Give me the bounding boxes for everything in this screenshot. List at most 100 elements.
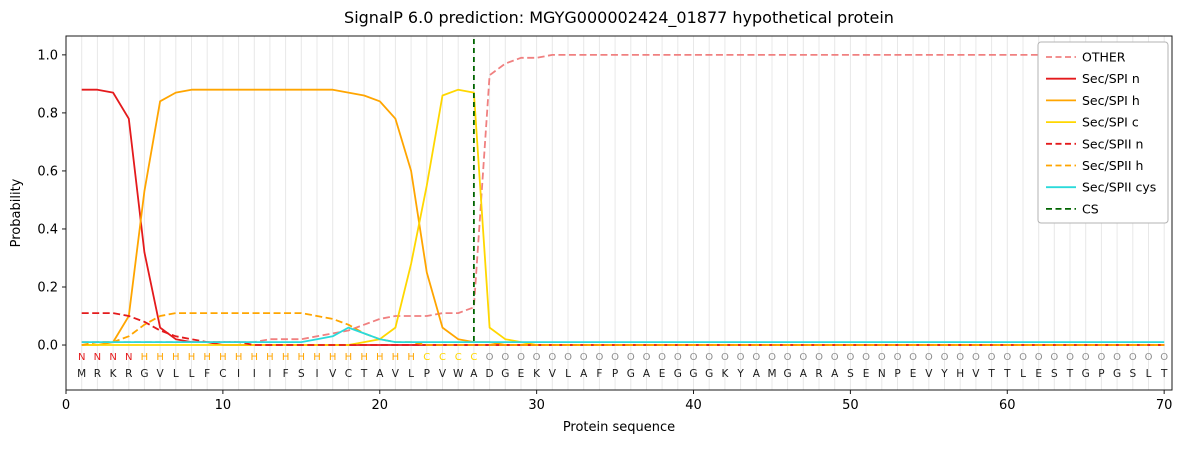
svg-text:A: A xyxy=(831,368,839,380)
svg-text:E: E xyxy=(863,368,870,380)
svg-text:A: A xyxy=(753,368,761,380)
svg-text:G: G xyxy=(1113,368,1121,380)
series-line-sec-spii-n xyxy=(81,312,1165,346)
svg-text:H: H xyxy=(282,352,290,363)
svg-text:T: T xyxy=(987,368,995,380)
svg-text:O: O xyxy=(1003,352,1011,363)
svg-text:G: G xyxy=(705,368,713,380)
svg-text:A: A xyxy=(800,368,808,380)
svg-text:F: F xyxy=(283,368,289,380)
svg-text:T: T xyxy=(1003,368,1011,380)
svg-text:Y: Y xyxy=(736,368,744,380)
svg-text:A: A xyxy=(580,368,588,380)
svg-text:R: R xyxy=(94,368,101,380)
legend-item-sec-spi-c: Sec/SPI c xyxy=(1046,115,1139,130)
svg-text:O: O xyxy=(956,352,964,363)
svg-text:H: H xyxy=(313,352,321,363)
svg-text:H: H xyxy=(219,352,227,363)
svg-text:O: O xyxy=(580,352,588,363)
legend-item-cs: CS xyxy=(1046,201,1099,216)
svg-text:I: I xyxy=(253,368,256,380)
series-line-sec-spi-h xyxy=(81,88,1165,346)
svg-text:O: O xyxy=(517,352,525,363)
svg-text:A: A xyxy=(376,368,384,380)
svg-text:O: O xyxy=(721,352,729,363)
legend-label: CS xyxy=(1082,201,1099,216)
svg-text:S: S xyxy=(1051,368,1058,380)
svg-text:O: O xyxy=(894,352,902,363)
svg-text:O: O xyxy=(674,352,682,363)
svg-text:C: C xyxy=(345,368,352,380)
svg-text:H: H xyxy=(203,352,211,363)
y-tick-label: 0.4 xyxy=(37,222,58,237)
svg-text:O: O xyxy=(846,352,854,363)
svg-text:I: I xyxy=(237,368,240,380)
svg-text:W: W xyxy=(453,368,464,380)
svg-text:E: E xyxy=(659,368,666,380)
svg-text:S: S xyxy=(1129,368,1136,380)
svg-text:V: V xyxy=(439,368,447,380)
plot-area: 0 10 20 30 40 50 60 700.00.20.40.60.81.0N N N N H H H… xyxy=(37,35,1173,413)
svg-text:H: H xyxy=(298,352,306,363)
y-tick-label: 0.8 xyxy=(37,106,58,121)
legend-label: Sec/SPI h xyxy=(1082,93,1140,108)
svg-text:Y: Y xyxy=(940,368,948,380)
svg-text:N: N xyxy=(125,352,132,363)
svg-text:N: N xyxy=(78,352,85,363)
svg-text:O: O xyxy=(941,352,949,363)
svg-text:D: D xyxy=(486,368,494,380)
svg-text:H: H xyxy=(251,352,259,363)
svg-text:F: F xyxy=(596,368,602,380)
series-line-sec-spii-h xyxy=(81,312,1165,346)
legend: OTHER Sec/SPI n Sec/SPI h Sec/SPI c Sec/SPII… xyxy=(1037,41,1169,224)
svg-text:O: O xyxy=(627,352,635,363)
legend-label: Sec/SPII cys xyxy=(1082,180,1156,195)
svg-text:O: O xyxy=(548,352,556,363)
svg-text:A: A xyxy=(470,368,478,380)
x-tick-label: 0 xyxy=(62,398,70,413)
svg-text:O: O xyxy=(925,352,933,363)
svg-text:V: V xyxy=(329,368,337,380)
svg-text:O: O xyxy=(690,352,698,363)
y-tick-label: 0.6 xyxy=(37,164,58,179)
svg-text:N: N xyxy=(109,352,116,363)
x-tick-label: 70 xyxy=(1156,398,1173,413)
series-line-other xyxy=(81,54,1165,343)
legend-label: Sec/SPII h xyxy=(1082,158,1143,173)
svg-text:G: G xyxy=(689,368,697,380)
svg-text:H: H xyxy=(956,368,964,380)
svg-text:L: L xyxy=(408,368,414,380)
svg-text:O: O xyxy=(862,352,870,363)
svg-text:O: O xyxy=(1160,352,1168,363)
svg-text:H: H xyxy=(329,352,337,363)
svg-text:O: O xyxy=(1050,352,1058,363)
svg-text:R: R xyxy=(815,368,822,380)
chart-title: SignalP 6.0 prediction: MGYG000002424_01… xyxy=(344,8,894,28)
svg-text:C: C xyxy=(439,352,446,363)
y-tick-label: 1.0 xyxy=(37,48,58,63)
svg-text:C: C xyxy=(470,352,477,363)
svg-text:C: C xyxy=(423,352,430,363)
legend-item-sec-spi-h: Sec/SPI h xyxy=(1046,93,1140,108)
legend-box xyxy=(1037,41,1169,224)
svg-text:M: M xyxy=(767,368,776,380)
legend-item-other: OTHER xyxy=(1046,50,1126,65)
svg-text:O: O xyxy=(1097,352,1105,363)
svg-text:G: G xyxy=(501,368,509,380)
svg-text:O: O xyxy=(564,352,572,363)
svg-text:O: O xyxy=(988,352,996,363)
plot-border xyxy=(65,35,1173,391)
svg-text:H: H xyxy=(360,352,368,363)
svg-text:F: F xyxy=(204,368,210,380)
legend-label: Sec/SPI n xyxy=(1082,71,1140,86)
svg-text:V: V xyxy=(392,368,400,380)
svg-text:G: G xyxy=(140,368,148,380)
svg-text:M: M xyxy=(77,368,86,380)
svg-text:P: P xyxy=(424,368,430,380)
svg-text:O: O xyxy=(799,352,807,363)
svg-text:G: G xyxy=(627,368,635,380)
svg-text:O: O xyxy=(643,352,651,363)
svg-text:O: O xyxy=(1019,352,1027,363)
